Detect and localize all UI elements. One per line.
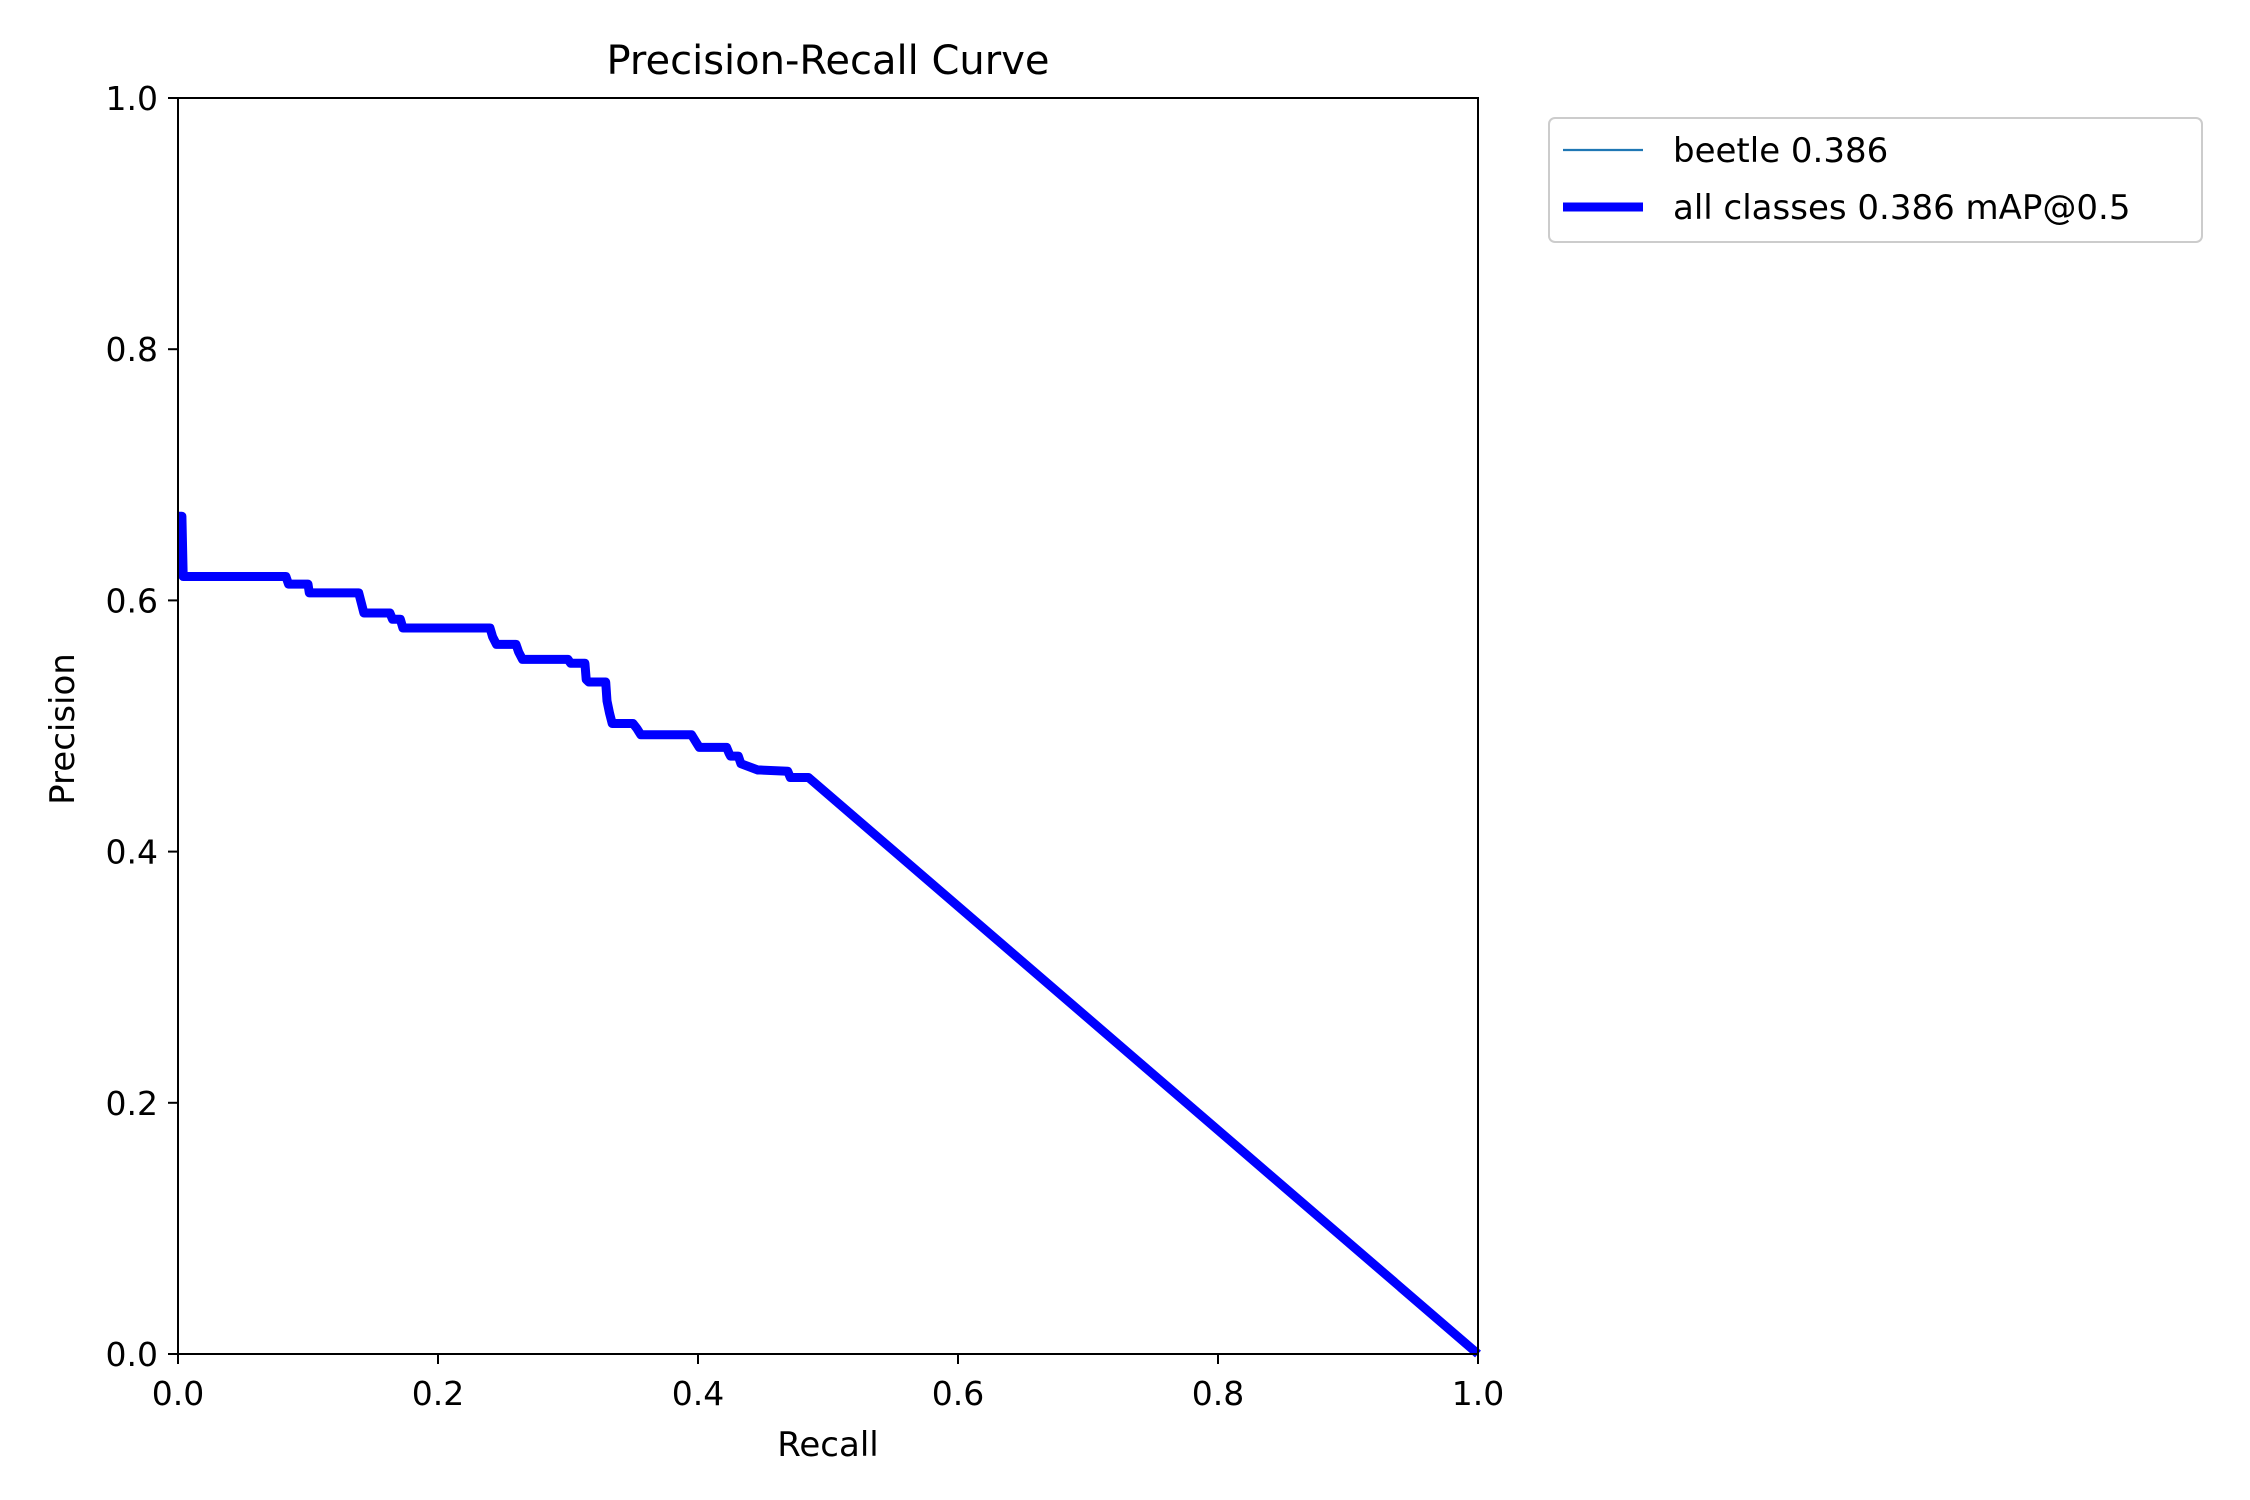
y-tick-label: 0.8 [106,330,158,369]
legend-label-1: all classes 0.386 mAP@0.5 [1673,188,2130,228]
x-tick-label: 0.0 [152,1374,204,1413]
x-axis-label: Recall [777,1425,878,1465]
series-line-1 [177,511,1481,1358]
legend-box [1548,117,2203,243]
y-tick-label: 0.0 [106,1335,158,1374]
y-tick-label: 0.2 [106,1084,158,1123]
x-tick-label: 0.6 [932,1374,984,1413]
x-tick-label: 1.0 [1452,1374,1504,1413]
x-tick-label: 0.2 [412,1374,464,1413]
x-tick-label: 0.4 [672,1374,724,1413]
legend-label-0: beetle 0.386 [1673,131,1888,171]
chart-title: Precision-Recall Curve [607,38,1050,84]
y-axis-label: Precision [43,653,83,805]
y-tick-label: 0.4 [106,833,158,872]
axes-frame [177,97,1479,1355]
legend: beetle 0.386 all classes 0.386 mAP@0.5 [1548,117,2203,243]
x-tick-label: 0.8 [1192,1374,1244,1413]
y-tick-label: 0.6 [106,581,158,620]
plot-area: 0.0 0.2 0.4 0.6 0.8 1.0 0.0 0.2 0.4 0.6 0.8 1.0 [106,79,1505,1413]
y-tick-label: 1.0 [106,79,158,118]
